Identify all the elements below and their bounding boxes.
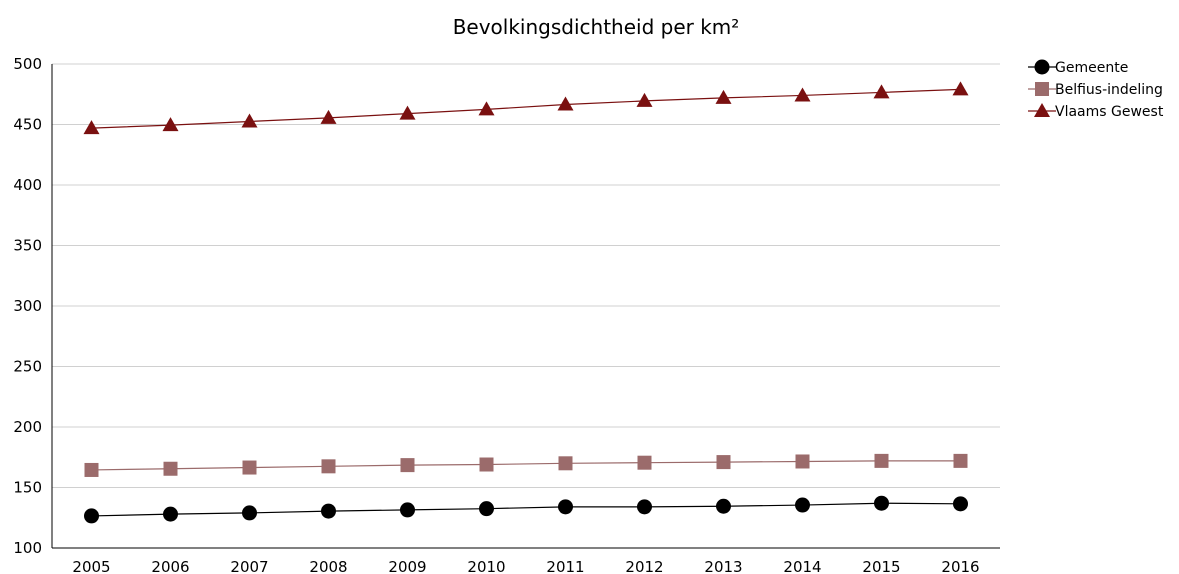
data-point: [794, 87, 811, 102]
data-point: [242, 460, 257, 475]
data-point: [163, 461, 178, 476]
data-point: [637, 499, 652, 515]
data-point: [795, 454, 810, 469]
series-line: [91, 88, 961, 129]
series-group: [83, 81, 969, 524]
x-tick-label: 2008: [309, 558, 347, 574]
data-point: [84, 462, 99, 477]
data-point: [479, 501, 494, 517]
x-tick-label: 2007: [230, 558, 268, 574]
series-1: [84, 453, 968, 477]
data-point: [84, 508, 99, 524]
data-point: [479, 457, 494, 472]
x-tick-label: 2010: [467, 558, 505, 574]
series-2: [83, 81, 969, 135]
data-point: [953, 453, 968, 468]
y-tick-label: 400: [13, 176, 42, 194]
x-tick-label: 2012: [625, 558, 663, 574]
x-tick-label: 2006: [151, 558, 189, 574]
data-point: [478, 101, 495, 116]
data-point: [636, 92, 653, 107]
y-tick-label: 450: [13, 116, 42, 134]
series-line: [91, 502, 961, 517]
y-tick-label: 100: [13, 539, 42, 557]
x-tick-label: 2014: [783, 558, 821, 574]
data-point: [320, 109, 337, 124]
series-line: [91, 460, 961, 471]
data-point: [715, 89, 732, 104]
legend-marker: [1034, 103, 1050, 117]
y-tick-label: 200: [13, 418, 42, 436]
data-point: [637, 455, 652, 470]
legend-item: Gemeente: [1028, 59, 1128, 76]
data-point: [162, 117, 179, 132]
legend-label: Belfius-indeling: [1055, 82, 1163, 98]
data-point: [953, 496, 968, 512]
chart-title: Bevolkingsdichtheid per km²: [453, 15, 740, 39]
legend-item: Belfius-indeling: [1028, 82, 1163, 98]
x-tick-label: 2013: [704, 558, 742, 574]
y-tick-label: 300: [13, 297, 42, 315]
legend-marker: [1034, 59, 1050, 75]
legend-marker: [1035, 82, 1049, 96]
series-0: [84, 495, 968, 524]
data-point: [952, 81, 969, 96]
gridlines: [52, 63, 1000, 488]
data-point: [716, 455, 731, 470]
data-point: [557, 96, 574, 111]
x-axis-ticks: 2005 2006 2007 2008 2009 2010 2011 2012 2013 2014…: [72, 558, 979, 574]
axes: [51, 64, 1000, 549]
y-tick-label: 250: [13, 358, 42, 376]
data-point: [241, 113, 258, 128]
data-point: [873, 84, 890, 99]
legend-item: Vlaams Gewest: [1028, 103, 1164, 120]
x-tick-label: 2009: [388, 558, 426, 574]
y-tick-label: 500: [13, 55, 42, 73]
legend: Gemeente Belfius-indeling Vlaams Gewest: [1028, 59, 1164, 120]
y-tick-label: 150: [13, 479, 42, 497]
data-point: [558, 499, 573, 515]
x-tick-label: 2015: [862, 558, 900, 574]
data-point: [874, 495, 889, 511]
data-point: [163, 506, 178, 522]
y-tick-label: 350: [13, 237, 42, 255]
data-point: [242, 505, 257, 521]
legend-label: Gemeente: [1055, 60, 1128, 76]
data-point: [400, 458, 415, 473]
y-axis-ticks: 100 150 200 250 300 350 400 450 500: [13, 55, 42, 557]
data-point: [716, 498, 731, 514]
x-tick-label: 2016: [941, 558, 979, 574]
data-point: [400, 502, 415, 518]
x-tick-label: 2011: [546, 558, 584, 574]
data-point: [321, 503, 336, 519]
data-point: [795, 497, 810, 513]
data-point: [874, 453, 889, 468]
data-point: [399, 105, 416, 120]
data-point: [558, 456, 573, 471]
legend-label: Vlaams Gewest: [1055, 104, 1164, 120]
data-point: [321, 459, 336, 474]
x-tick-label: 2005: [72, 558, 110, 574]
data-point: [83, 120, 100, 135]
